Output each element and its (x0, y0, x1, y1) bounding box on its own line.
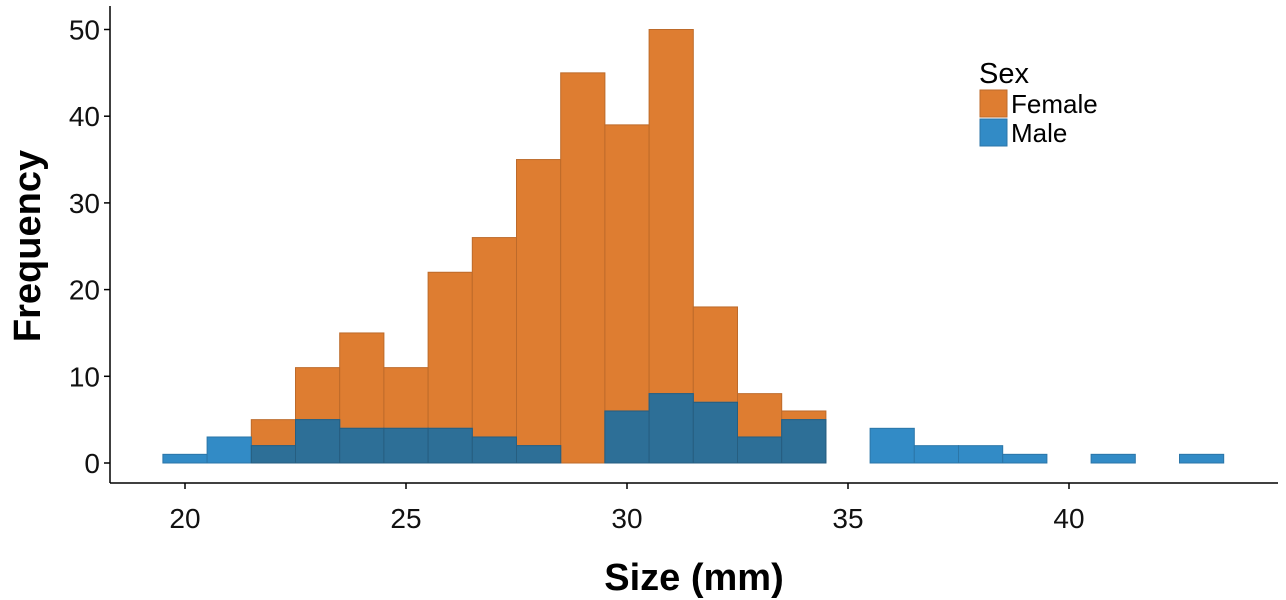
y-tick-label: 40 (69, 101, 100, 132)
x-axis-ticks: 20 25 30 35 40 (169, 483, 1085, 534)
overlap-bar (427, 427, 473, 464)
female-bar (560, 72, 606, 464)
overlap-bar (339, 427, 385, 464)
overlap-bar (692, 401, 738, 464)
x-tick-label: 40 (1053, 503, 1084, 534)
x-tick-label: 35 (832, 503, 863, 534)
overlap-bars (250, 393, 827, 464)
female-bars (250, 29, 827, 464)
male-bar (913, 445, 959, 464)
x-tick-label: 20 (169, 503, 200, 534)
y-tick-label: 50 (69, 15, 100, 46)
y-axis-ticks: 0 10 20 30 40 50 (69, 15, 110, 479)
male-bar (958, 445, 1004, 464)
x-tick-label: 25 (390, 503, 421, 534)
overlap-bar (295, 419, 341, 464)
legend-swatch-female (979, 89, 1008, 118)
y-tick-label: 20 (69, 275, 100, 306)
y-axis-title: Frequency (7, 150, 49, 342)
overlap-bar (648, 393, 694, 464)
y-tick-label: 0 (84, 448, 100, 479)
overlap-bar (471, 436, 517, 464)
male-bar (1090, 453, 1136, 464)
male-bar (1179, 453, 1225, 464)
legend: Sex Female Male (979, 58, 1098, 148)
y-tick-label: 10 (69, 361, 100, 392)
overlap-bar (383, 427, 429, 464)
male-bar (1002, 453, 1048, 464)
overlap-bar (737, 436, 783, 464)
female-bar (471, 237, 517, 464)
female-bar (516, 159, 562, 464)
legend-label-male: Male (1011, 118, 1067, 148)
male-bar (206, 436, 252, 464)
overlap-bar (781, 419, 827, 464)
overlap-bar (250, 445, 297, 464)
legend-swatch-male (979, 118, 1008, 147)
y-tick-label: 30 (69, 188, 100, 219)
overlap-bar (516, 445, 562, 464)
x-axis-title: Size (mm) (604, 557, 783, 599)
male-bar (162, 453, 208, 464)
legend-label-female: Female (1011, 89, 1098, 119)
x-tick-label: 30 (611, 503, 642, 534)
male-bar (869, 427, 915, 464)
overlap-bar (604, 410, 650, 464)
female-bar (604, 124, 650, 464)
legend-title: Sex (979, 58, 1029, 90)
